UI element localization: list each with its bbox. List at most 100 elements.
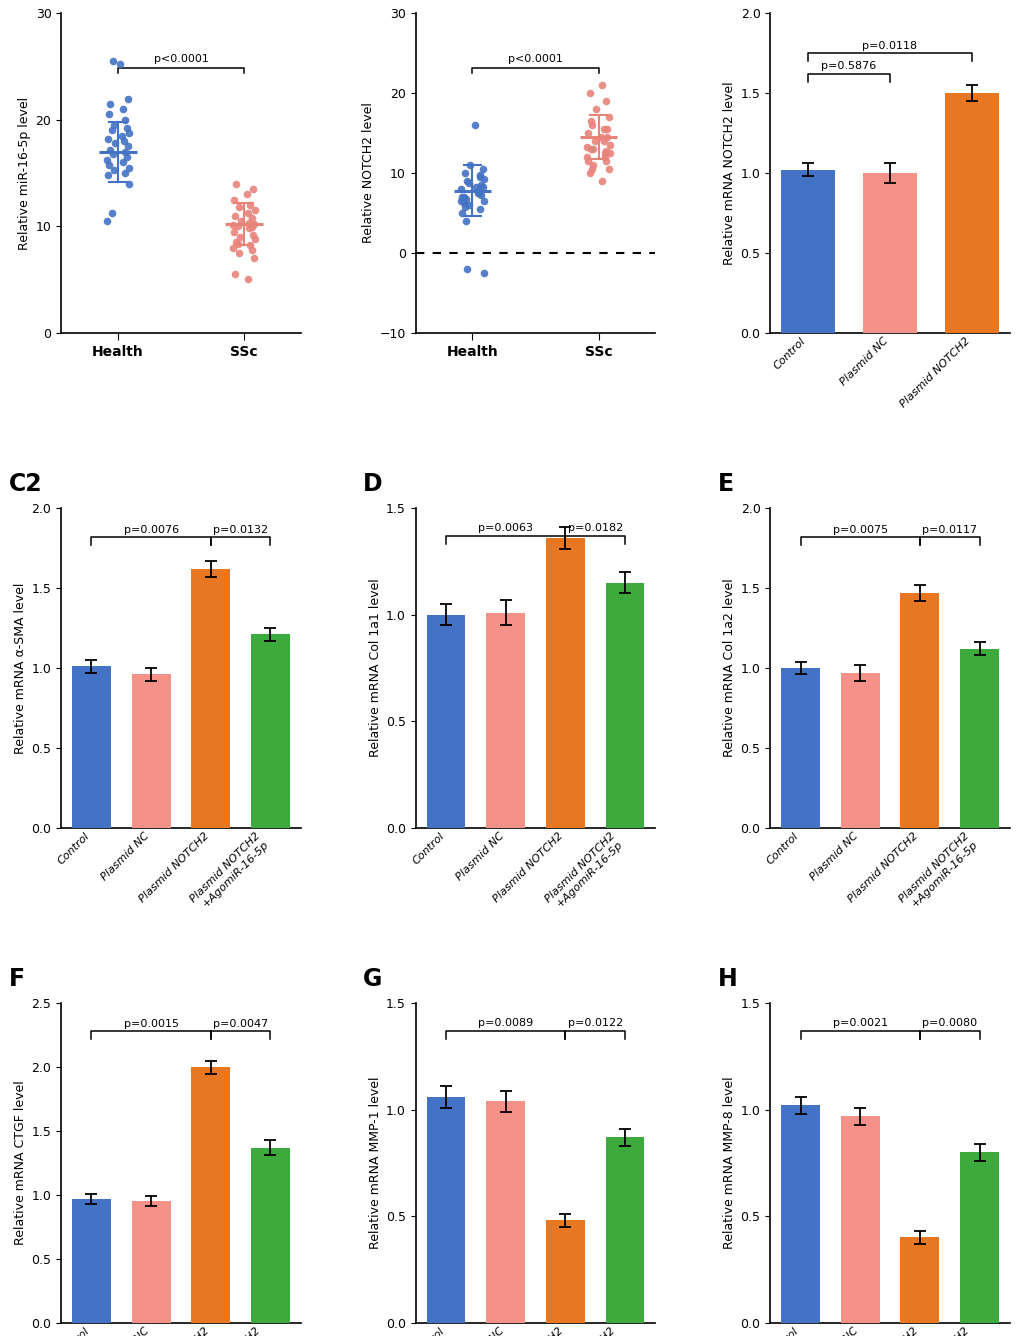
Point [453, 202, 470, 223]
Bar [900, 593, 938, 828]
Text: p<0.0001: p<0.0001 [507, 55, 562, 64]
Point [594, 170, 610, 191]
Point [581, 83, 597, 104]
Point [113, 126, 129, 147]
Point [459, 258, 475, 279]
Point [115, 99, 131, 120]
Point [230, 196, 247, 218]
Point [240, 218, 257, 239]
Point [474, 159, 490, 180]
Point [597, 91, 613, 112]
Point [112, 53, 128, 75]
Bar [251, 1148, 289, 1323]
Text: p=0.0063: p=0.0063 [478, 524, 533, 533]
Y-axis label: Relative mRNA Col 1a1 level: Relative mRNA Col 1a1 level [369, 578, 381, 758]
Point [474, 176, 490, 198]
Bar [192, 569, 230, 828]
Point [227, 204, 244, 226]
Point [121, 172, 138, 194]
Point [453, 186, 470, 207]
Point [118, 147, 135, 168]
Point [115, 152, 131, 174]
Point [239, 269, 256, 290]
Y-axis label: Relative miR-16-5p level: Relative miR-16-5p level [18, 96, 32, 250]
Point [102, 94, 118, 115]
Point [580, 123, 596, 144]
Point [598, 127, 614, 148]
Bar [605, 582, 644, 828]
Bar [959, 1153, 998, 1323]
Y-axis label: Relative mRNA MMP-1 level: Relative mRNA MMP-1 level [369, 1077, 381, 1249]
Point [595, 119, 611, 140]
Bar [131, 675, 170, 828]
Bar [72, 1198, 111, 1323]
Text: p=0.0021: p=0.0021 [832, 1018, 887, 1029]
Point [228, 231, 245, 253]
Point [246, 214, 262, 235]
Point [592, 127, 608, 148]
Text: p=0.0015: p=0.0015 [123, 1019, 178, 1029]
Point [472, 164, 488, 186]
Point [245, 178, 261, 199]
Point [227, 263, 244, 285]
Text: p<0.0001: p<0.0001 [154, 55, 208, 64]
Point [224, 236, 240, 258]
Point [230, 242, 247, 263]
Bar [781, 1105, 819, 1323]
Bar [72, 667, 111, 828]
Text: p=0.0118: p=0.0118 [862, 40, 917, 51]
Y-axis label: Relative mRNA α-SMA level: Relative mRNA α-SMA level [14, 582, 28, 754]
Point [103, 120, 119, 142]
Point [117, 142, 133, 163]
Bar [945, 94, 998, 333]
Point [120, 136, 137, 158]
Text: p=0.0122: p=0.0122 [567, 1018, 623, 1029]
Text: p=0.0076: p=0.0076 [123, 525, 178, 534]
Text: p=0.0132: p=0.0132 [213, 525, 268, 534]
Point [601, 135, 618, 156]
Point [106, 115, 122, 136]
Point [472, 198, 488, 219]
Point [470, 182, 486, 203]
Text: H: H [716, 966, 737, 990]
Point [239, 203, 256, 224]
Point [98, 150, 114, 171]
Point [585, 155, 601, 176]
Point [600, 159, 616, 180]
Point [457, 196, 473, 218]
Point [596, 143, 612, 164]
Bar [862, 174, 916, 333]
Point [597, 151, 613, 172]
Text: p=0.5876: p=0.5876 [820, 61, 875, 72]
Point [587, 99, 603, 120]
Text: p=0.0075: p=0.0075 [832, 525, 887, 534]
Point [468, 176, 484, 198]
Point [596, 147, 612, 168]
Point [244, 239, 260, 261]
Point [240, 212, 257, 234]
Point [225, 188, 242, 210]
Point [121, 122, 138, 143]
Point [458, 188, 474, 210]
Point [460, 172, 476, 194]
Point [244, 207, 260, 228]
Point [116, 131, 132, 152]
Point [457, 163, 473, 184]
Text: C2: C2 [8, 472, 42, 496]
Y-axis label: Relative mRNA NOTCH2 level: Relative mRNA NOTCH2 level [722, 81, 736, 265]
Bar [426, 1097, 465, 1323]
Point [455, 192, 472, 214]
Bar [486, 1101, 525, 1323]
Point [580, 151, 596, 172]
Point [598, 119, 614, 140]
Y-axis label: Relative mRNA MMP-8 level: Relative mRNA MMP-8 level [722, 1077, 736, 1249]
Point [585, 139, 601, 160]
Point [242, 235, 258, 257]
Bar [781, 668, 819, 828]
Point [475, 262, 491, 283]
Point [106, 159, 122, 180]
Point [100, 164, 116, 186]
Text: E: E [716, 472, 733, 496]
Text: F: F [8, 966, 24, 990]
Point [600, 107, 616, 128]
